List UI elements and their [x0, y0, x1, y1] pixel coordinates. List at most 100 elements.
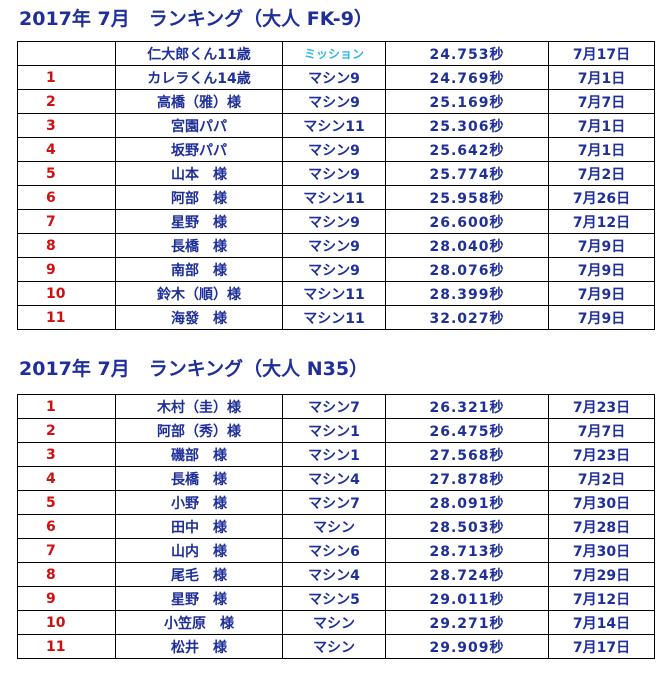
name-cell: 尾毛 様: [115, 562, 283, 587]
name-cell: 星野 様: [115, 209, 283, 234]
fk9-ranking-table: 仁大郎くん11歳 ミッション 24.753秒 7月17日 1 カレラくん14歳 マシン9 24…: [17, 41, 655, 330]
rank-cell: 2: [17, 418, 116, 443]
machine-cell: マシン11: [282, 305, 386, 330]
machine-cell: マシン: [282, 610, 386, 635]
time-cell: 28.503秒: [385, 514, 549, 539]
ranking-row: 1 カレラくん14歳 マシン9 24.769秒 7月1日: [17, 65, 655, 90]
name-cell: 高橋（雅）様: [115, 89, 283, 114]
machine-cell: マシン7: [282, 490, 386, 515]
date-cell: 7月7日: [548, 89, 655, 114]
name-cell: 坂野パパ: [115, 137, 283, 162]
ranking-row: 4 坂野パパ マシン9 25.642秒 7月1日: [17, 137, 655, 162]
name-cell: 星野 様: [115, 586, 283, 611]
time-cell: 25.306秒: [385, 113, 549, 138]
ranking-row: 2 阿部（秀）様 マシン1 26.475秒 7月7日: [17, 418, 655, 443]
name-cell: 阿部 様: [115, 185, 283, 210]
rank-cell: 4: [17, 137, 116, 162]
name-cell: 長橋 様: [115, 466, 283, 491]
date-cell: 7月26日: [548, 185, 655, 210]
name-cell: 鈴木（順）様: [115, 281, 283, 306]
rank-cell: 5: [17, 490, 116, 515]
date-cell: 7月23日: [548, 442, 655, 467]
rank-cell: [17, 41, 116, 66]
time-cell: 28.724秒: [385, 562, 549, 587]
name-cell: 海發 様: [115, 305, 283, 330]
time-cell: 29.271秒: [385, 610, 549, 635]
date-cell: 7月14日: [548, 610, 655, 635]
date-cell: 7月12日: [548, 209, 655, 234]
rank-cell: 7: [17, 538, 116, 563]
time-cell: 26.475秒: [385, 418, 549, 443]
date-cell: 7月28日: [548, 514, 655, 539]
name-cell: 仁大郎くん11歳: [115, 41, 283, 66]
name-cell: 小野 様: [115, 490, 283, 515]
date-cell: 7月17日: [548, 41, 655, 66]
date-cell: 7月2日: [548, 466, 655, 491]
rank-cell: 1: [17, 394, 116, 419]
name-cell: 松井 様: [115, 634, 283, 659]
name-cell: 南部 様: [115, 257, 283, 282]
time-cell: 25.642秒: [385, 137, 549, 162]
fk9-ranking-title: 2017年 7月 ランキング（大人 FK-9）: [19, 8, 373, 30]
machine-cell: マシン9: [282, 209, 386, 234]
rank-cell: 10: [17, 281, 116, 306]
time-cell: 28.713秒: [385, 538, 549, 563]
ranking-row: 10 鈴木（順）様 マシン11 28.399秒 7月9日: [17, 281, 655, 306]
machine-cell: マシン11: [282, 185, 386, 210]
rank-cell: 3: [17, 442, 116, 467]
ranking-row: 6 田中 様マシン 28.503秒 7月28日: [17, 514, 655, 539]
date-cell: 7月1日: [548, 65, 655, 90]
name-cell: 田中 様: [115, 514, 283, 539]
time-cell: 25.958秒: [385, 185, 549, 210]
rank-cell: 2: [17, 89, 116, 114]
date-cell: 7月17日: [548, 634, 655, 659]
machine-cell: マシン9: [282, 137, 386, 162]
ranking-row: 8 尾毛 様マシン4 28.724秒 7月29日: [17, 562, 655, 587]
rank-cell: 8: [17, 233, 116, 258]
date-cell: 7月2日: [548, 161, 655, 186]
n35-ranking-title: 2017年 7月 ランキング（大人 N35）: [19, 358, 369, 380]
date-cell: 7月7日: [548, 418, 655, 443]
ranking-row: 仁大郎くん11歳 ミッション 24.753秒 7月17日: [17, 41, 655, 66]
ranking-row: 11 松井 様マシン 29.909秒 7月17日: [17, 634, 655, 659]
machine-cell: マシン9: [282, 233, 386, 258]
name-cell: 山本 様: [115, 161, 283, 186]
ranking-row: 11 海發 様マシン11 32.027秒 7月9日: [17, 305, 655, 330]
name-cell: 木村（圭）様: [115, 394, 283, 419]
machine-cell: マシン6: [282, 538, 386, 563]
ranking-row: 4 長橋 様マシン4 27.878秒 7月2日: [17, 466, 655, 491]
time-cell: 26.600秒: [385, 209, 549, 234]
date-cell: 7月29日: [548, 562, 655, 587]
name-cell: 磯部 様: [115, 442, 283, 467]
time-cell: 24.753秒: [385, 41, 549, 66]
rank-cell: 4: [17, 466, 116, 491]
rank-cell: 8: [17, 562, 116, 587]
time-cell: 25.774秒: [385, 161, 549, 186]
date-cell: 7月1日: [548, 137, 655, 162]
rank-cell: 11: [17, 305, 116, 330]
name-cell: 宮園パパ: [115, 113, 283, 138]
machine-cell: マシン4: [282, 562, 386, 587]
ranking-row: 6 阿部 様マシン11 25.958秒 7月26日: [17, 185, 655, 210]
rank-cell: 1: [17, 65, 116, 90]
time-cell: 28.040秒: [385, 233, 549, 258]
date-cell: 7月12日: [548, 586, 655, 611]
date-cell: 7月30日: [548, 490, 655, 515]
rank-cell: 11: [17, 634, 116, 659]
time-cell: 27.568秒: [385, 442, 549, 467]
time-cell: 32.027秒: [385, 305, 549, 330]
rank-cell: 10: [17, 610, 116, 635]
name-cell: カレラくん14歳: [115, 65, 283, 90]
ranking-row: 7 星野 様マシン9 26.600秒 7月12日: [17, 209, 655, 234]
date-cell: 7月9日: [548, 257, 655, 282]
ranking-row: 5 小野 様マシン7 28.091秒 7月30日: [17, 490, 655, 515]
machine-cell: マシン9: [282, 161, 386, 186]
ranking-row: 3 宮園パパ マシン11 25.306秒 7月1日: [17, 113, 655, 138]
machine-cell: マシン: [282, 514, 386, 539]
machine-cell: マシン9: [282, 89, 386, 114]
machine-cell: ミッション: [282, 41, 386, 66]
time-cell: 26.321秒: [385, 394, 549, 419]
rank-cell: 9: [17, 257, 116, 282]
machine-cell: マシン7: [282, 394, 386, 419]
date-cell: 7月9日: [548, 281, 655, 306]
